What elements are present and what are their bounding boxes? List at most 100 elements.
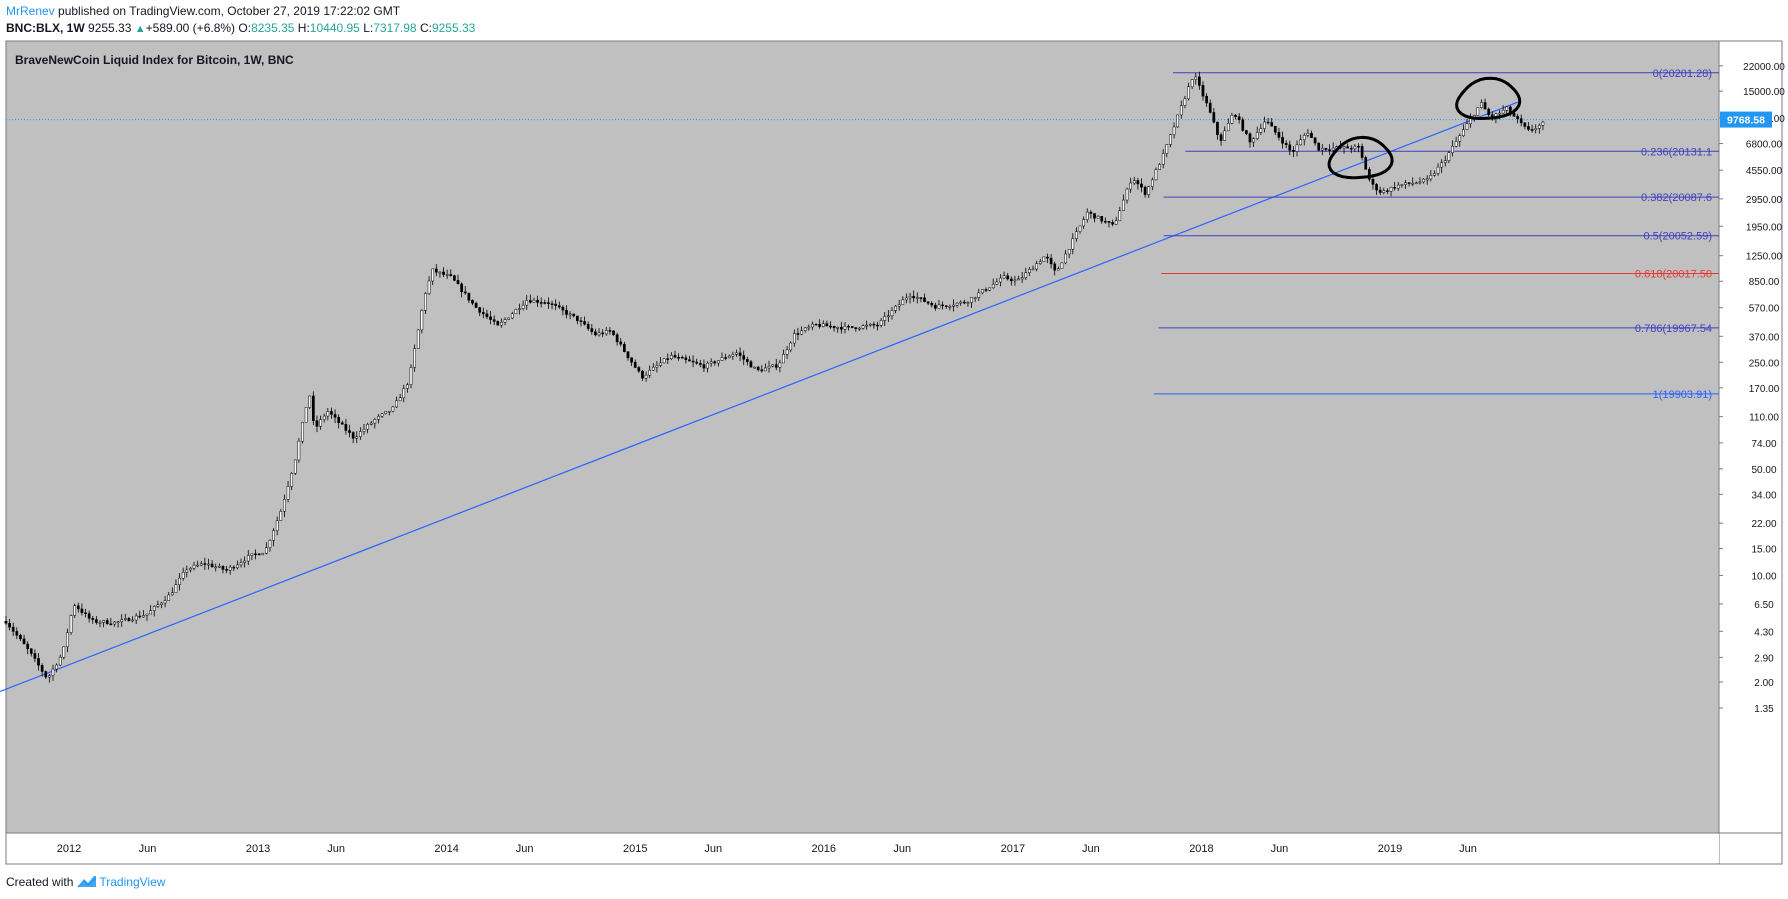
candles: [4, 71, 1545, 683]
author-link[interactable]: MrRenev: [6, 4, 55, 18]
symbol-label: BNC:BLX, 1W: [6, 21, 85, 35]
candle-body: [1281, 137, 1284, 144]
candle-body: [1183, 98, 1187, 106]
price-tick-label: 22.00: [1751, 519, 1776, 530]
candle-body: [275, 520, 279, 531]
candle-body: [1234, 114, 1237, 117]
annotations[interactable]: [1327, 76, 1522, 180]
candle-body: [1230, 114, 1234, 124]
price-tick-label: 34.00: [1751, 490, 1776, 501]
price-axis[interactable]: [1720, 42, 1781, 832]
candle-body: [225, 569, 228, 571]
candle-body: [876, 324, 879, 327]
candle-body: [999, 277, 1002, 283]
candle-body: [962, 301, 966, 304]
candle-body: [691, 360, 695, 363]
candle-body: [619, 341, 623, 345]
candle-body: [1245, 130, 1248, 135]
candle-body: [970, 297, 973, 303]
circle-annotation: [1327, 135, 1394, 180]
candle-body: [528, 300, 532, 303]
candle-body: [735, 352, 738, 355]
candle-body: [424, 293, 427, 311]
candle-body: [738, 352, 742, 356]
candle-body: [760, 369, 764, 372]
candle-body: [268, 540, 272, 548]
candle-body: [764, 367, 767, 372]
footer: Created with TradingView: [6, 873, 165, 891]
candle-body: [832, 325, 836, 329]
candle-body: [883, 316, 887, 321]
candle-body: [1248, 133, 1252, 143]
candle-body: [1024, 272, 1028, 278]
candle-body: [1060, 262, 1064, 269]
candle-body: [1006, 275, 1010, 280]
price-tick-label: 170.00: [1749, 384, 1780, 395]
candle-body: [626, 351, 630, 359]
price-axis-ticks: 22000.0015000.0010000.006800.004550.0029…: [1719, 62, 1785, 715]
price-change: +589.00 (+6.8%): [145, 21, 236, 35]
candle-body: [1259, 128, 1263, 133]
candle-body: [214, 566, 218, 569]
candle-body: [80, 608, 84, 613]
fib-level-label: 0(20201.28): [1653, 68, 1712, 80]
candle-body: [1284, 143, 1288, 146]
candle-body: [742, 355, 746, 360]
candle-body: [369, 422, 373, 425]
candle-body: [449, 274, 453, 276]
current-price-tag-label: 9768.58: [1727, 115, 1765, 127]
candle-body: [1501, 110, 1505, 114]
fib-retracement[interactable]: 0(20201.28) 0.236(20131.1 0.382(20087.6 0.5…: [1153, 68, 1719, 401]
candle-body: [1013, 279, 1017, 282]
candle-body: [727, 355, 731, 359]
trend-line[interactable]: [0, 101, 1518, 699]
candle-body: [152, 606, 156, 611]
candle-body: [474, 302, 478, 308]
open-label: O:: [238, 21, 252, 35]
candle-body: [333, 414, 337, 418]
candle-body: [854, 327, 858, 329]
time-axis[interactable]: [7, 834, 1719, 863]
candle-body: [1317, 142, 1321, 151]
close-value: 9255.33: [431, 21, 476, 35]
candle-body: [185, 569, 189, 573]
candle-body: [1263, 121, 1266, 129]
candle-body: [753, 366, 756, 369]
candle-body: [1378, 189, 1382, 193]
candle-body: [771, 364, 774, 367]
candle-body: [1295, 144, 1299, 152]
candle-body: [156, 604, 160, 607]
candle-body: [189, 567, 192, 571]
candle-body: [340, 422, 344, 425]
candle-body: [210, 563, 214, 568]
candle-body: [633, 361, 637, 368]
last-price: 9255.33: [88, 21, 132, 35]
plot-area[interactable]: [6, 41, 1719, 833]
candle-body: [257, 553, 261, 556]
candle-body: [673, 355, 677, 358]
candle-body: [1389, 187, 1393, 192]
time-tick-label: 2013: [246, 843, 270, 855]
candle-body: [825, 323, 829, 327]
candle-body: [706, 362, 709, 369]
tradingview-link[interactable]: TradingView: [99, 875, 166, 889]
candle-body: [232, 566, 236, 569]
candle-body: [1451, 146, 1454, 153]
candle-body: [608, 330, 612, 332]
candle-body: [651, 366, 655, 371]
candle-body: [926, 301, 930, 304]
candle-body: [702, 364, 706, 369]
price-tick-label: 50.00: [1751, 465, 1776, 476]
candle-body: [557, 305, 561, 308]
candle-body: [170, 592, 174, 596]
candle-body: [174, 584, 178, 593]
candle-body: [91, 618, 95, 620]
candle-body: [955, 302, 959, 306]
fib-level-label: 0.382(20087.6: [1641, 192, 1712, 204]
candle-body: [1049, 257, 1053, 265]
price-tick-label: 15000.00: [1743, 87, 1785, 98]
candle-body: [988, 287, 991, 291]
candle-body: [774, 364, 778, 368]
candle-body: [453, 275, 456, 281]
